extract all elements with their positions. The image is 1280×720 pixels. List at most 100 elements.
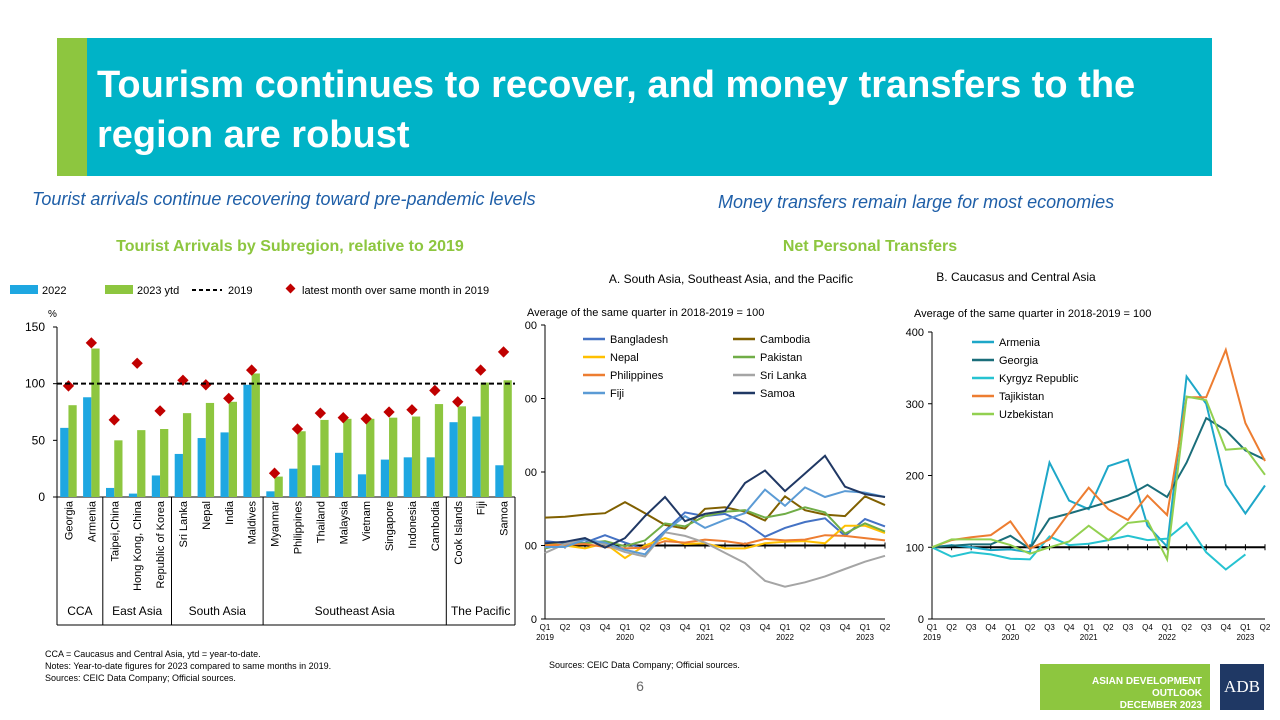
x-quarter-label: Q4: [985, 623, 996, 632]
title-banner: [57, 38, 1212, 176]
x-quarter-label: Q3: [1123, 623, 1134, 632]
latest-month-marker: [85, 337, 98, 349]
x-quarter-label: Q3: [1044, 623, 1055, 632]
latest-month-marker: [497, 346, 510, 358]
series-line: [931, 521, 1247, 571]
transfers-chart-caucasus: B. Caucasus and Central Asia Average of t…: [906, 270, 1271, 642]
footer-line2: DECEMBER 2023: [1119, 700, 1202, 711]
y-tick-label: 200: [906, 471, 924, 483]
legend-label: Tajikistan: [999, 391, 1044, 403]
x-quarter-label: Q1: [700, 623, 711, 632]
bar-2022: [403, 457, 412, 497]
bar-2022: [335, 452, 344, 497]
latest-month-marker: [291, 423, 304, 435]
x-quarter-label: Q3: [966, 623, 977, 632]
series-line: [544, 454, 886, 549]
x-quarter-label: Q4: [1142, 623, 1153, 632]
legend-label: Kyrgyz Republic: [999, 373, 1079, 385]
x-quarter-label: Q4: [1064, 623, 1075, 632]
x-quarter-label: Q2: [1025, 623, 1036, 632]
bar-2022: [495, 465, 504, 497]
category-label: Republic of Korea: [155, 500, 167, 588]
y-tick-label: 200: [525, 467, 537, 479]
line-charts-title: Net Personal Transfers: [782, 238, 958, 255]
legend-label: Armenia: [999, 337, 1041, 349]
x-quarter-label: Q2: [640, 623, 651, 632]
legend-label: Uzbekistan: [999, 409, 1053, 421]
bar-2022: [128, 493, 138, 497]
x-quarter-label: Q1: [1162, 623, 1173, 632]
y-axis-title: Average of the same quarter in 2018-2019…: [527, 307, 764, 319]
y-tick-label: 100: [906, 542, 924, 554]
latest-month-marker: [452, 396, 464, 408]
x-quarter-label: Q4: [760, 623, 771, 632]
y-tick-label: 0: [38, 490, 45, 504]
legend-swatch: [10, 285, 38, 294]
category-label: Indonesia: [407, 500, 419, 549]
x-quarter-label: Q4: [680, 623, 691, 632]
x-quarter-label: Q2: [800, 623, 811, 632]
bar-2022: [83, 397, 92, 497]
x-quarter-label: Q1: [620, 623, 631, 632]
x-quarter-label: Q2: [1260, 623, 1271, 632]
bar-2023-ytd: [91, 348, 100, 497]
x-year-label: 2021: [1080, 633, 1098, 642]
x-quarter-label: Q2: [880, 623, 891, 632]
category-label: Myanmar: [270, 501, 282, 547]
bar-2023-ytd: [68, 405, 77, 497]
series-line: [931, 346, 1266, 550]
category-label: Georgia: [63, 500, 75, 540]
category-label: Hong Kong, China: [132, 500, 144, 591]
category-label: Samoa: [499, 500, 511, 536]
latest-month-marker: [429, 384, 441, 397]
bar-2023-ytd: [366, 418, 375, 497]
bar-2023-ytd: [320, 419, 329, 497]
tourist-arrivals-chart: 2022 2023 ytd 2019 latest month over same m…: [10, 283, 516, 626]
y-tick-label: 300: [906, 399, 924, 411]
x-quarter-label: Q3: [820, 623, 831, 632]
latest-month-marker: [337, 412, 349, 424]
x-quarter-label: Q1: [540, 623, 551, 632]
bar-2022: [174, 453, 183, 497]
note-abbrev: CCA = Caucasus and Central Asia, ytd = y…: [45, 649, 261, 659]
x-year-label: 2020: [1001, 633, 1019, 642]
x-quarter-label: Q2: [1103, 623, 1114, 632]
bar-2023-ytd: [480, 382, 489, 497]
bar-2023-ytd: [434, 404, 444, 497]
series-line: [931, 373, 1266, 554]
right-subtitle: Money transfers remain large for most ec…: [718, 192, 1115, 212]
bar-2022: [243, 384, 252, 497]
bar-2023-ytd: [343, 418, 352, 497]
left-notes: CCA = Caucasus and Central Asia, ytd = y…: [45, 648, 331, 684]
y-tick-label: 100: [25, 377, 45, 391]
latest-month-marker: [406, 404, 418, 416]
x-year-label: 2019: [923, 633, 941, 642]
x-quarter-label: Q4: [840, 623, 851, 632]
legend-swatch: [105, 285, 133, 294]
legend-label: 2022: [42, 285, 66, 297]
bar-2022: [266, 491, 275, 497]
bar-2023-ytd: [137, 430, 146, 497]
latest-month-marker: [474, 364, 487, 376]
legend-marker: [285, 283, 296, 294]
panel-title: A. South Asia, Southeast Asia, and the P…: [609, 272, 853, 286]
x-quarter-label: Q3: [580, 623, 591, 632]
x-quarter-label: Q1: [1005, 623, 1016, 632]
bar-2022: [472, 416, 481, 497]
category-label: Vietnam: [361, 501, 373, 541]
legend-label: 2023 ytd: [137, 285, 179, 297]
x-year-label: 2022: [1158, 633, 1176, 642]
x-year-label: 2019: [536, 633, 554, 642]
category-label: Philippines: [292, 501, 304, 555]
x-year-label: 2022: [776, 633, 794, 642]
group-label: The Pacific: [451, 604, 510, 618]
x-quarter-label: Q2: [720, 623, 731, 632]
group-label: East Asia: [112, 604, 162, 618]
legend-label: latest month over same month in 2019: [302, 285, 489, 297]
adb-logo: ADB: [1220, 664, 1264, 710]
latest-month-marker: [360, 413, 372, 425]
category-label: Sri Lanka: [178, 500, 190, 547]
y-tick-label: 50: [32, 433, 46, 447]
x-quarter-label: Q3: [660, 623, 671, 632]
category-label: India: [224, 500, 236, 525]
